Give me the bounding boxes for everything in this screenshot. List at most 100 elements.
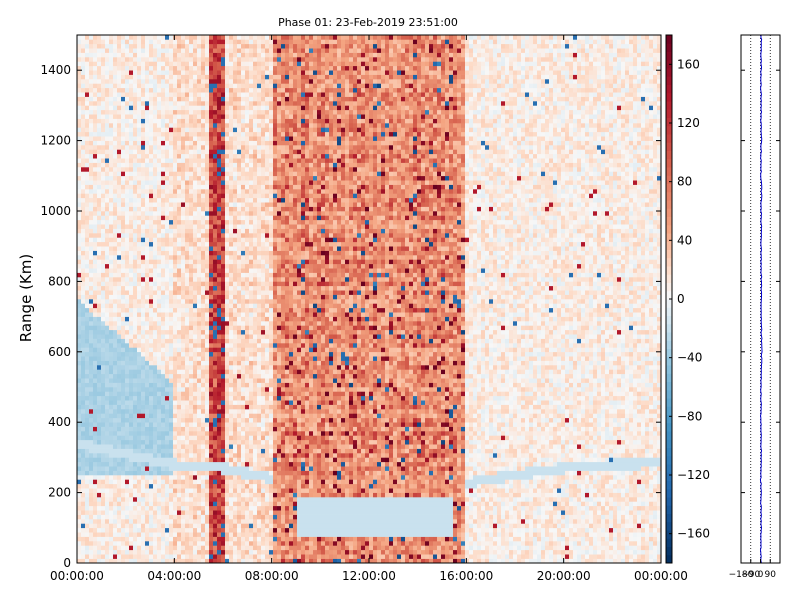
heatmap-cell xyxy=(213,145,218,150)
heatmap-cell xyxy=(93,369,98,375)
heatmap-cell xyxy=(209,61,214,67)
heatmap-cell xyxy=(229,153,234,159)
heatmap-cell xyxy=(113,237,118,243)
heatmap-cell xyxy=(165,219,170,225)
heatmap-cell xyxy=(157,114,162,119)
heatmap-cell xyxy=(181,189,186,194)
heatmap-cell xyxy=(181,224,186,229)
heatmap-cell xyxy=(81,404,86,410)
heatmap-cell xyxy=(141,255,146,260)
heatmap-cell xyxy=(209,153,214,159)
heatmap-cell xyxy=(197,114,202,119)
heatmap-cell xyxy=(85,224,90,229)
heatmap-cell xyxy=(89,263,94,269)
heatmap-cell xyxy=(165,61,170,67)
heatmap-cell xyxy=(185,118,190,124)
heatmap-cell xyxy=(93,57,98,62)
heatmap-cell xyxy=(165,426,170,432)
heatmap-cell xyxy=(113,224,118,229)
heatmap-cell xyxy=(165,145,170,150)
heatmap-cell xyxy=(153,211,158,216)
heatmap-cell xyxy=(113,215,118,221)
heatmap-cell xyxy=(85,422,90,427)
heatmap-cell xyxy=(217,250,222,256)
heatmap-cell xyxy=(81,237,86,243)
heatmap-cell xyxy=(221,105,226,111)
heatmap-cell xyxy=(137,439,142,445)
heatmap-cell xyxy=(173,255,178,260)
heatmap-cell xyxy=(81,501,86,507)
heatmap-cell xyxy=(157,149,162,155)
heatmap-cell xyxy=(153,39,158,45)
heatmap-cell xyxy=(93,136,98,141)
heatmap-cell xyxy=(217,189,222,194)
heatmap-cell xyxy=(189,202,194,207)
heatmap-cell xyxy=(165,96,170,102)
heatmap-cell xyxy=(93,224,98,229)
heatmap-cell xyxy=(149,294,154,300)
heatmap-cell xyxy=(145,149,150,155)
heatmap-cell xyxy=(165,158,170,163)
heatmap-cell xyxy=(149,439,154,445)
heatmap-cell xyxy=(177,369,182,375)
heatmap-cell xyxy=(177,439,182,445)
heatmap-cell xyxy=(77,413,82,419)
heatmap-cell xyxy=(157,426,162,432)
heatmap-cell xyxy=(101,554,106,559)
heatmap-cell xyxy=(217,237,222,243)
heatmap-cell xyxy=(193,39,198,45)
heatmap-cell xyxy=(77,299,82,304)
heatmap-cell xyxy=(153,65,158,71)
heatmap-cell xyxy=(241,303,246,309)
heatmap-cell xyxy=(81,413,86,419)
heatmap-cell xyxy=(109,488,114,493)
heatmap-cell xyxy=(181,140,186,146)
heatmap-cell xyxy=(233,241,238,247)
heatmap-cell xyxy=(233,532,238,537)
heatmap-cell xyxy=(161,545,166,551)
heatmap-cell xyxy=(221,387,226,392)
heatmap-cell xyxy=(233,263,238,269)
heatmap-cell xyxy=(193,105,198,111)
heatmap-cell xyxy=(105,554,110,559)
heatmap-cell xyxy=(233,554,238,559)
heatmap-cell xyxy=(113,369,118,375)
heatmap-cell xyxy=(101,307,106,313)
heatmap-cell xyxy=(237,167,242,172)
heatmap-cell xyxy=(217,299,222,304)
heatmap-cell xyxy=(161,365,166,370)
heatmap-cell xyxy=(145,241,150,247)
heatmap-cell xyxy=(169,325,174,331)
heatmap-cell xyxy=(129,373,134,379)
heatmap-cell xyxy=(221,202,226,207)
heatmap-cell xyxy=(85,57,90,62)
heatmap-cell xyxy=(85,497,90,502)
heatmap-cell xyxy=(117,369,122,375)
heatmap-cell xyxy=(173,167,178,172)
heatmap-cell xyxy=(125,510,130,515)
heatmap-cell xyxy=(177,184,182,190)
heatmap-cell xyxy=(221,162,226,168)
heatmap-cell xyxy=(177,483,182,489)
heatmap-cell xyxy=(237,334,242,339)
heatmap-cell xyxy=(225,497,230,502)
heatmap-cell xyxy=(225,259,230,265)
heatmap-cell xyxy=(213,501,218,507)
heatmap-cell xyxy=(157,479,162,485)
heatmap-cell xyxy=(141,281,146,287)
heatmap-cell xyxy=(217,96,222,102)
heatmap-cell xyxy=(89,510,94,515)
heatmap-cell xyxy=(89,118,94,124)
heatmap-cell xyxy=(189,417,194,423)
heatmap-cell xyxy=(225,536,230,542)
heatmap-cell xyxy=(213,96,218,102)
heatmap-cell xyxy=(89,541,94,546)
heatmap-cell xyxy=(129,501,134,507)
heatmap-cell xyxy=(109,224,114,229)
heatmap-cell xyxy=(141,277,146,282)
heatmap-cell xyxy=(145,171,150,177)
heatmap-cell xyxy=(169,492,174,498)
heatmap-cell xyxy=(97,426,102,432)
heatmap-cell xyxy=(225,387,230,392)
heatmap-cell xyxy=(157,263,162,269)
